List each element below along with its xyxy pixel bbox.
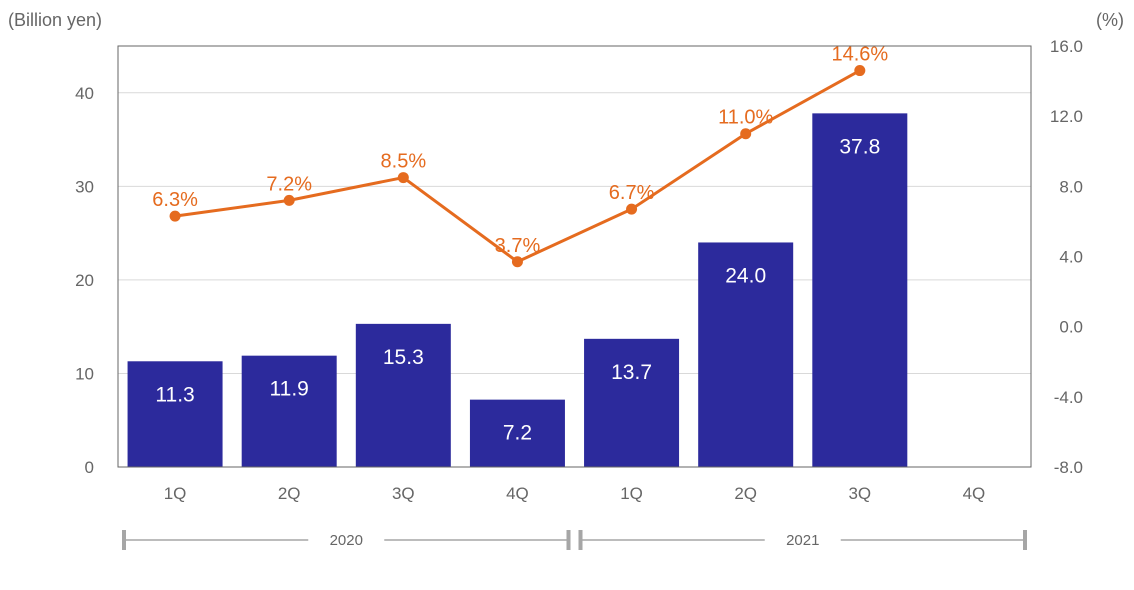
bars-layer [127,113,908,468]
ratio-point [169,210,181,222]
ratio-value-label: 6.3% [152,189,198,211]
bar [584,338,680,467]
left-axis-tick-label: 40 [75,84,94,103]
ratio-point [511,256,523,268]
bar [127,361,223,467]
bar-value-label: 11.9 [270,378,309,401]
bar [355,323,451,467]
ratio-point [283,194,295,206]
x-axis-tick-label: 2Q [734,484,757,503]
bar-value-label: 15.3 [383,346,424,369]
x-axis-tick-label: 1Q [620,484,643,503]
bar-value-label: 24.0 [725,264,766,287]
right-axis-tick-label: 16.0 [1050,37,1083,56]
bar-value-label: 13.7 [611,361,652,384]
ratio-value-label: 6.7% [609,182,655,204]
x-axis-tick-label: 2Q [278,484,301,503]
x-axis-tick-label: 1Q [164,484,187,503]
right-axis-tick-label: 0.0 [1059,318,1083,337]
ratio-point [626,203,638,215]
bar [241,355,337,467]
bar [698,242,794,467]
ratio-value-label: 7.2% [266,173,312,195]
ratio-value-label: 8.5% [381,151,427,173]
right-axis-tick-label: 12.0 [1050,107,1083,126]
plot-frame [117,45,1032,468]
group-layer: 2020 2021 [122,530,1027,550]
bar-value-label: 7.2 [503,422,532,445]
labels-layer: 11.3 11.9 15.3 7.2 13.7 24.0 37.8 6.3% 7.2% 8.5% 3… [152,44,888,445]
ratio-point [740,128,752,140]
axis-layer: 0 10 20 30 40 -8.0 -4.0 0.0 4.0 8.0 12.0 16.0 1Q 2Q 3Q… [75,37,1083,503]
x-axis-tick-label: 4Q [963,484,986,503]
right-axis-tick-label: -8.0 [1054,458,1083,477]
left-axis-unit-label: (Billion yen) [8,10,102,30]
ratio-point [854,65,866,77]
ratio-point [397,172,409,184]
ratio-value-label: 11.0% [718,107,773,129]
right-axis-tick-label: -4.0 [1054,388,1083,407]
right-axis-tick-label: 4.0 [1059,248,1083,267]
year-group-label: 2020 [330,532,363,549]
ratio-line [174,69,861,264]
x-axis-tick-label: 4Q [506,484,529,503]
x-axis-tick-label: 3Q [392,484,415,503]
bar [469,399,565,467]
bar-value-label: 11.3 [155,383,194,406]
left-axis-tick-label: 30 [75,177,94,196]
ratio-value-label: 3.7% [495,235,541,257]
x-axis-tick-label: 3Q [848,484,871,503]
bar [812,113,908,468]
right-axis-tick-label: 8.0 [1059,177,1083,196]
bar-value-label: 37.8 [839,135,880,158]
right-axis-unit-label: (%) [1096,10,1124,30]
left-axis-tick-label: 10 [75,364,94,383]
line-layer [169,65,866,268]
left-axis-tick-label: 20 [75,271,94,290]
ratio-value-label: 14.6% [831,44,888,66]
left-axis-tick-label: 0 [85,458,94,477]
year-group-label: 2021 [786,532,819,549]
